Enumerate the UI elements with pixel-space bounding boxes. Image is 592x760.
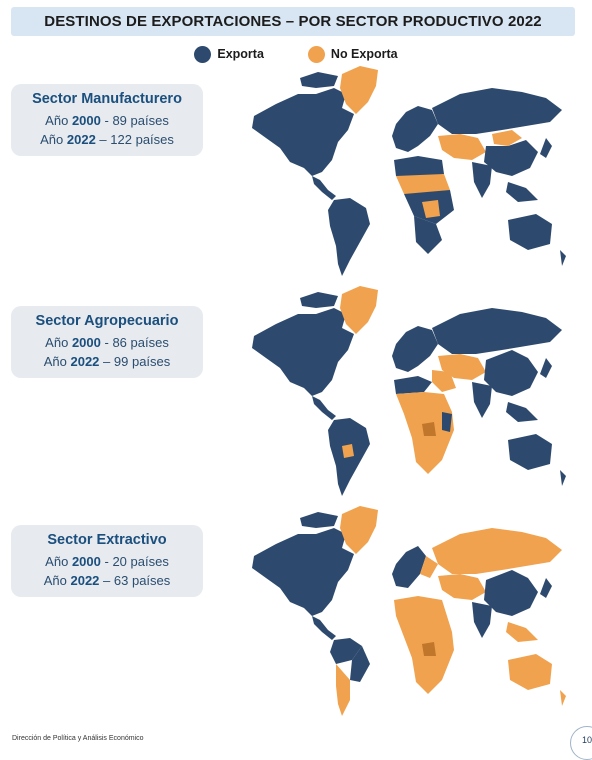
region-australia: [508, 654, 552, 690]
region-greenland: [340, 66, 378, 114]
region-india: [472, 602, 492, 638]
legend-label-exporta: Exporta: [217, 47, 264, 61]
region-southeast-asia: [506, 182, 538, 202]
region-china: [484, 350, 538, 396]
region-east-asia: [484, 140, 538, 176]
region-north-africa: [394, 156, 444, 178]
region-southeast-asia: [506, 622, 538, 642]
region-southeast-asia: [506, 402, 538, 422]
legend-item-exporta: Exporta: [194, 45, 264, 63]
sector-line-2022: Año 2022 – 122 países: [40, 132, 174, 147]
sector-card-manufacturero: Sector Manufacturero Año 2000 - 89 paíse…: [11, 84, 203, 156]
region-japan: [540, 138, 552, 158]
region-north-america: [252, 528, 354, 616]
region-europe: [392, 106, 438, 152]
world-map-extractivo: [252, 506, 566, 716]
region-north-america: [252, 308, 354, 396]
title-bar: DESTINOS DE EXPORTACIONES – POR SECTOR P…: [11, 7, 575, 36]
page-number: 10: [570, 726, 592, 760]
region-brazil: [350, 646, 370, 682]
region-central-america: [312, 176, 336, 200]
region-bolivia: [342, 444, 354, 458]
sector-card-agropecuario: Sector Agropecuario Año 2000 - 86 países…: [11, 306, 203, 378]
legend-item-no-exporta: No Exporta: [307, 45, 398, 63]
region-greenland: [340, 286, 378, 334]
region-canada-islands: [300, 512, 338, 528]
region-central-africa-dark: [422, 642, 436, 656]
region-central-america: [312, 396, 336, 420]
region-japan: [540, 358, 552, 378]
region-india: [472, 382, 492, 418]
region-australia: [508, 434, 552, 470]
page-title: DESTINOS DE EXPORTACIONES – POR SECTOR P…: [44, 13, 542, 30]
region-south-america-north: [330, 638, 362, 664]
region-south-america: [328, 198, 370, 276]
region-central-africa-part: [422, 200, 440, 218]
region-eastern-europe: [420, 556, 438, 578]
world-map-agropecuario: [252, 286, 566, 496]
sector-card-extractivo: Sector Extractivo Año 2000 - 20 países A…: [11, 525, 203, 597]
region-canada-islands: [300, 72, 338, 88]
sector-title: Sector Extractivo: [47, 532, 167, 548]
sector-line-2022: Año 2022 – 99 países: [43, 354, 171, 369]
region-middle-east: [432, 370, 456, 392]
region-australia: [508, 214, 552, 250]
region-central-africa-dark: [422, 422, 436, 436]
region-central-asia: [438, 134, 486, 160]
region-india: [472, 162, 492, 198]
region-north-america: [252, 88, 354, 176]
sector-line-2000: Año 2000 - 20 países: [45, 554, 169, 569]
region-new-zealand: [560, 250, 566, 266]
region-russia: [432, 88, 562, 134]
region-southern-africa: [414, 216, 442, 254]
sector-title: Sector Agropecuario: [35, 313, 179, 329]
region-canada-islands: [300, 292, 338, 308]
region-china: [484, 570, 538, 616]
sector-line-2000: Año 2000 - 89 países: [45, 113, 169, 128]
region-russia: [432, 308, 562, 354]
world-map-manufacturero: [252, 66, 566, 276]
region-north-africa: [394, 376, 432, 394]
legend-label-no-exporta: No Exporta: [330, 47, 398, 61]
legend-swatch-no-exporta: [307, 45, 325, 63]
region-new-zealand: [560, 470, 566, 486]
region-argentina: [336, 664, 350, 716]
region-sahel: [396, 174, 450, 196]
region-russia: [432, 528, 562, 574]
region-new-zealand: [560, 690, 566, 706]
region-japan: [540, 578, 552, 598]
region-central-america: [312, 616, 336, 640]
region-greenland: [340, 506, 378, 554]
sector-line-2022: Año 2022 – 63 países: [43, 573, 171, 588]
region-europe: [392, 326, 438, 372]
legend-swatch-exporta: [194, 45, 212, 63]
sector-line-2000: Año 2000 - 86 países: [45, 335, 169, 350]
region-central-asia: [438, 574, 486, 600]
region-western-europe: [392, 546, 426, 588]
sector-title: Sector Manufacturero: [32, 91, 182, 107]
footer-text: Dirección de Política y Análisis Económi…: [12, 735, 144, 742]
legend: Exporta No Exporta: [0, 43, 592, 65]
region-mongolia: [492, 130, 522, 146]
region-east-africa: [442, 412, 452, 432]
